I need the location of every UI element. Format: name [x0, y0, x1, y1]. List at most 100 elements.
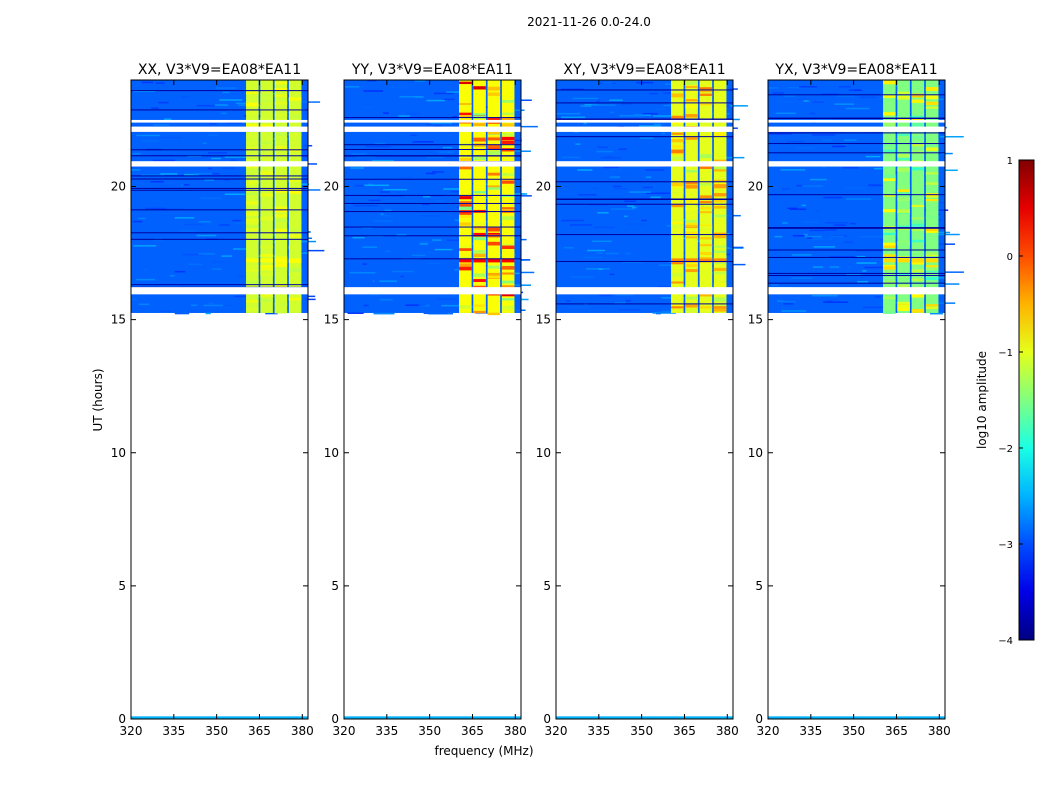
- scanline: [344, 258, 521, 260]
- noise-streak: [519, 125, 538, 128]
- noise-streak: [505, 193, 528, 195]
- rfi-streak: [246, 110, 259, 115]
- noise-streak: [475, 312, 497, 314]
- noise-streak: [831, 235, 845, 238]
- rfi-streak: [260, 105, 273, 109]
- noise-streak: [825, 253, 839, 255]
- rfi-streak: [274, 101, 288, 105]
- rfi-streak: [911, 204, 925, 207]
- axes-frame: [555, 79, 734, 720]
- rfi-streak: [713, 167, 727, 172]
- rfi-streak: [713, 132, 727, 137]
- noise-streak: [570, 224, 592, 226]
- noise-streak: [141, 174, 165, 176]
- noise-streak: [420, 215, 441, 217]
- noise-streak: [212, 172, 220, 175]
- x-tick-label: 335: [587, 724, 610, 738]
- rfi-streak: [274, 150, 288, 153]
- rfi-streak: [501, 207, 515, 210]
- noise-streak: [426, 123, 433, 126]
- noise-streak: [821, 93, 839, 95]
- scanline: [768, 227, 945, 229]
- noise-streak: [568, 306, 587, 309]
- scanline: [768, 272, 945, 274]
- rfi-streak: [459, 206, 472, 211]
- rfi-streak: [288, 298, 302, 301]
- rfi-streak: [699, 293, 713, 297]
- x-tick-label: 365: [673, 724, 696, 738]
- scanline: [131, 109, 308, 111]
- rfi-streak: [246, 134, 259, 138]
- noise-streak: [781, 310, 807, 312]
- noise-streak: [154, 203, 179, 205]
- y-tick-label: 0: [331, 712, 339, 726]
- noise-streak: [612, 244, 618, 247]
- noise-streak: [150, 180, 164, 183]
- rfi-peak: [501, 258, 515, 263]
- rfi-streak: [911, 99, 925, 103]
- rfi-streak: [459, 115, 472, 118]
- x-tick-label: 365: [248, 724, 271, 738]
- rfi-streak: [883, 254, 896, 257]
- rfi-streak: [897, 184, 910, 189]
- noise-streak: [234, 295, 253, 298]
- noise-streak: [222, 91, 230, 94]
- y-tick-label: 20: [324, 180, 339, 194]
- noise-streak: [626, 223, 645, 226]
- rfi-streak: [288, 268, 302, 273]
- rfi-streak: [925, 106, 939, 109]
- x-tick-label: 350: [418, 724, 441, 738]
- rfi-streak: [260, 141, 273, 145]
- noise-streak: [371, 159, 394, 162]
- noise-streak: [874, 167, 883, 170]
- rfi-streak: [925, 252, 939, 255]
- rfi-streak: [288, 273, 302, 276]
- rfi-streak: [260, 272, 273, 276]
- noise-streak: [373, 280, 398, 282]
- noise-streak: [649, 92, 658, 95]
- y-tick-label: 15: [111, 313, 126, 327]
- noise-streak: [367, 80, 377, 82]
- y-tick-label: 20: [111, 180, 126, 194]
- noise-streak: [842, 167, 859, 169]
- rfi-streak: [260, 294, 273, 297]
- rfi-streak: [897, 167, 910, 172]
- noise-streak: [608, 255, 627, 258]
- noise-streak: [434, 248, 453, 251]
- baseline-strip: [556, 716, 733, 719]
- rfi-streak: [274, 94, 288, 97]
- rfi-streak: [487, 86, 501, 91]
- rfi-streak: [911, 167, 925, 171]
- noise-streak: [215, 104, 228, 106]
- rfi-streak: [925, 182, 939, 185]
- noise-streak: [198, 221, 211, 223]
- noise-streak: [939, 243, 956, 245]
- rfi-streak: [459, 117, 472, 122]
- scanline: [768, 256, 945, 258]
- rfi-streak: [501, 305, 515, 309]
- noise-streak: [812, 266, 824, 268]
- y-tick-label: 20: [536, 180, 551, 194]
- rfi-streak: [473, 253, 486, 258]
- rfi-streak: [274, 219, 288, 222]
- rfi-streak: [685, 81, 698, 85]
- noise-streak: [193, 173, 213, 175]
- noise-streak: [160, 173, 178, 175]
- rfi-streak: [883, 209, 896, 213]
- noise-streak: [610, 168, 622, 170]
- noise-streak: [141, 81, 154, 84]
- noise-streak: [442, 98, 455, 101]
- colorbar-gradient: [1018, 159, 1035, 641]
- rfi-streak: [246, 91, 259, 95]
- noise-streak: [797, 98, 810, 100]
- noise-streak: [504, 259, 531, 261]
- noise-streak: [224, 179, 230, 181]
- noise-streak: [216, 87, 237, 89]
- noise-streak: [133, 90, 156, 93]
- noise-streak: [772, 92, 785, 94]
- noise-streak: [860, 89, 883, 91]
- noise-streak: [352, 236, 365, 239]
- noise-streak: [596, 150, 613, 153]
- rfi-peak: [260, 258, 273, 263]
- noise-streak: [858, 283, 870, 285]
